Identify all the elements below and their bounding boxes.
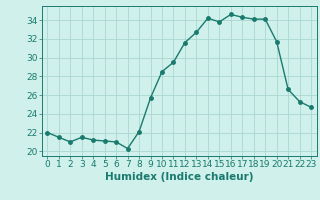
X-axis label: Humidex (Indice chaleur): Humidex (Indice chaleur) <box>105 172 253 182</box>
